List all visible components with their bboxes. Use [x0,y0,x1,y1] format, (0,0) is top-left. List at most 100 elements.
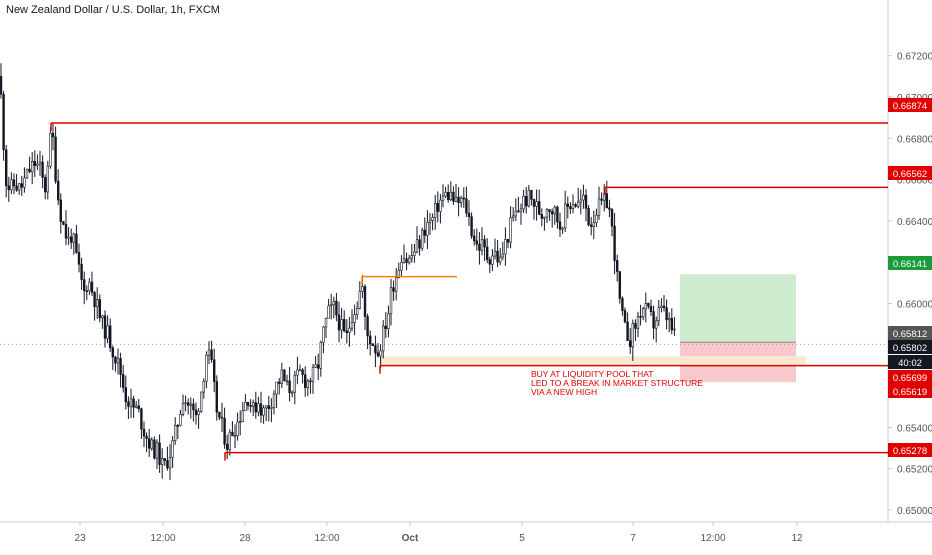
candle-body [226,443,229,450]
candle-body [189,403,192,406]
candle-body [454,196,458,202]
candle-body [527,190,531,207]
y-tick-label: 0.67200 [897,52,932,63]
candle-body [631,323,635,348]
y-tick-label: 0.65200 [897,465,932,476]
candle-body [311,366,315,382]
candle-body [153,439,156,459]
candle-body [38,161,42,165]
candle-body [657,307,661,322]
candle-body [244,401,247,411]
price-badge-label: 0.65699 [893,373,927,384]
candle-body [436,203,439,212]
candle-body [46,165,50,193]
candle-body [17,183,21,191]
candle-body [413,251,416,256]
candle-body [511,215,515,218]
candle-body [293,374,296,393]
x-tick-label: 28 [239,533,251,544]
candle-body [488,259,491,265]
price-badge-label: 0.66562 [893,169,927,180]
candle-body [363,286,367,317]
candle-body [501,253,504,258]
candle-body [197,411,200,416]
candle-body [98,299,102,319]
candle-body [280,369,283,384]
candle-body [644,302,648,310]
candle-body [670,318,674,331]
x-tick-label: 7 [630,533,636,544]
candle-body [288,380,291,393]
candle-body [493,250,497,257]
x-tick-label: 23 [74,533,86,544]
candle-body [327,305,330,319]
y-tick-label: 0.66400 [897,217,932,228]
candle-body [415,239,419,253]
candle-body [239,421,242,423]
candle-body [626,321,629,342]
candle-body [114,356,117,364]
candle-body [400,261,403,271]
liquidity-pool-zone [380,356,806,366]
candle-body [25,168,29,179]
candle-body [249,405,252,407]
candle-body [337,314,341,331]
candle-body [647,302,650,307]
candle-body [298,369,302,372]
y-tick-label: 0.65400 [897,423,932,434]
candle-body [168,457,172,469]
candle-body [200,391,203,412]
candle-body [472,235,476,242]
candle-body [277,381,281,384]
candle-body [213,359,216,382]
candle-body [348,327,351,333]
candle-body [324,317,328,328]
candle-body [150,439,153,449]
price-badge-label: 40:02 [898,358,922,369]
candle-body [202,380,205,393]
candle-body [194,409,198,416]
candle-body [319,341,322,369]
candle-body [155,442,159,459]
candle-body [36,163,39,166]
candle-body [371,343,374,346]
candle-body [283,369,286,382]
candle-body [257,403,260,413]
candle-body [215,381,218,413]
candle-body [132,398,135,408]
candle-body [428,220,432,223]
candle-body [184,402,187,405]
candle-body [587,208,590,226]
candle-body [558,221,562,230]
candle-body [660,305,663,308]
candle-body [314,364,317,368]
candle-body [394,277,398,292]
candle-body [116,358,120,364]
candle-body [122,374,125,388]
candle-body [389,287,393,315]
candle-body [545,209,549,218]
price-badge [888,384,932,398]
candle-body [522,196,525,210]
price-badge [888,326,932,340]
candle-body [70,236,73,243]
candle-body [592,222,596,227]
candle-body [254,402,257,413]
candle-body [673,328,676,331]
candle-body [241,410,244,422]
candle-body [301,369,304,375]
candle-body [309,380,312,383]
price-badge [888,443,932,457]
candle-body [233,435,237,437]
candle-body [540,214,544,219]
candle-body [246,401,250,406]
candle-body [652,311,655,329]
candle-body [636,316,640,329]
candle-body [109,325,112,349]
candle-body [641,308,645,318]
candle-body [90,281,94,293]
candle-body [623,310,627,323]
candle-body [654,320,658,329]
